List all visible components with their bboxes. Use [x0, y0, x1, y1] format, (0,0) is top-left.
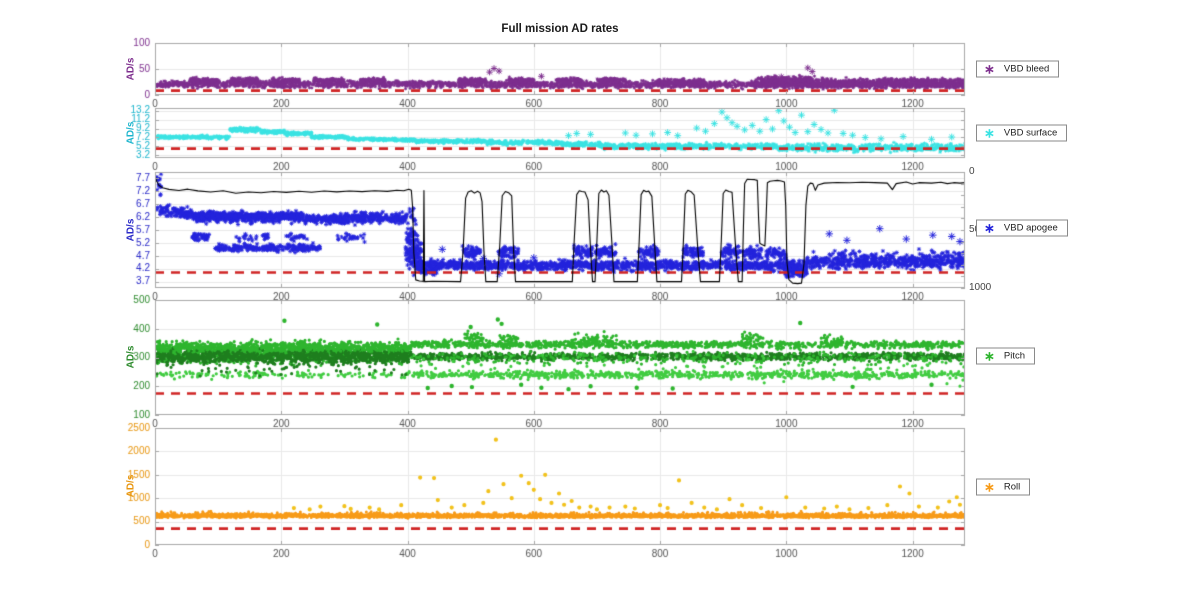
subplot-roll: [155, 428, 965, 545]
legend-label-roll: Roll: [1003, 481, 1021, 493]
asterisk-marker-icon: ∗: [984, 220, 995, 236]
ylabel-vbd-apogee: AD/s: [125, 218, 137, 242]
ylabel-vbd-bleed: AD/s: [125, 57, 137, 81]
asterisk-marker-icon: ∗: [984, 348, 995, 364]
legend-vbd-apogee[interactable]: ∗ VBD apogee: [976, 219, 1068, 237]
legend-label-pitch: Pitch: [1003, 350, 1026, 362]
legend-roll[interactable]: ∗ Roll: [976, 478, 1031, 496]
legend-pitch[interactable]: ∗ Pitch: [976, 347, 1036, 365]
figure-title: Full mission AD rates: [501, 23, 619, 35]
legend-label-vbd-bleed: VBD bleed: [1003, 63, 1050, 75]
asterisk-marker-icon: ∗: [984, 61, 995, 77]
legend-vbd-surface[interactable]: ∗ VBD surface: [976, 124, 1068, 142]
ylabel-roll: AD/s: [125, 474, 137, 498]
asterisk-marker-icon: ∗: [984, 125, 995, 141]
subplot-vbd-surface: [155, 108, 965, 158]
legend-label-vbd-surface: VBD surface: [1003, 127, 1058, 139]
ylabel-vbd-surface: AD/s: [125, 121, 137, 145]
subplot-vbd-bleed: [155, 43, 965, 95]
subplot-vbd-apogee: [155, 172, 965, 288]
right-axis-label-1000: 1000: [969, 282, 992, 293]
legend-label-vbd-apogee: VBD apogee: [1003, 222, 1058, 234]
asterisk-marker-icon: ∗: [984, 479, 995, 495]
right-axis-label-0: 0: [969, 166, 975, 177]
subplot-pitch: [155, 300, 965, 415]
ylabel-pitch: AD/s: [125, 345, 137, 369]
legend-vbd-bleed[interactable]: ∗ VBD bleed: [976, 60, 1060, 78]
